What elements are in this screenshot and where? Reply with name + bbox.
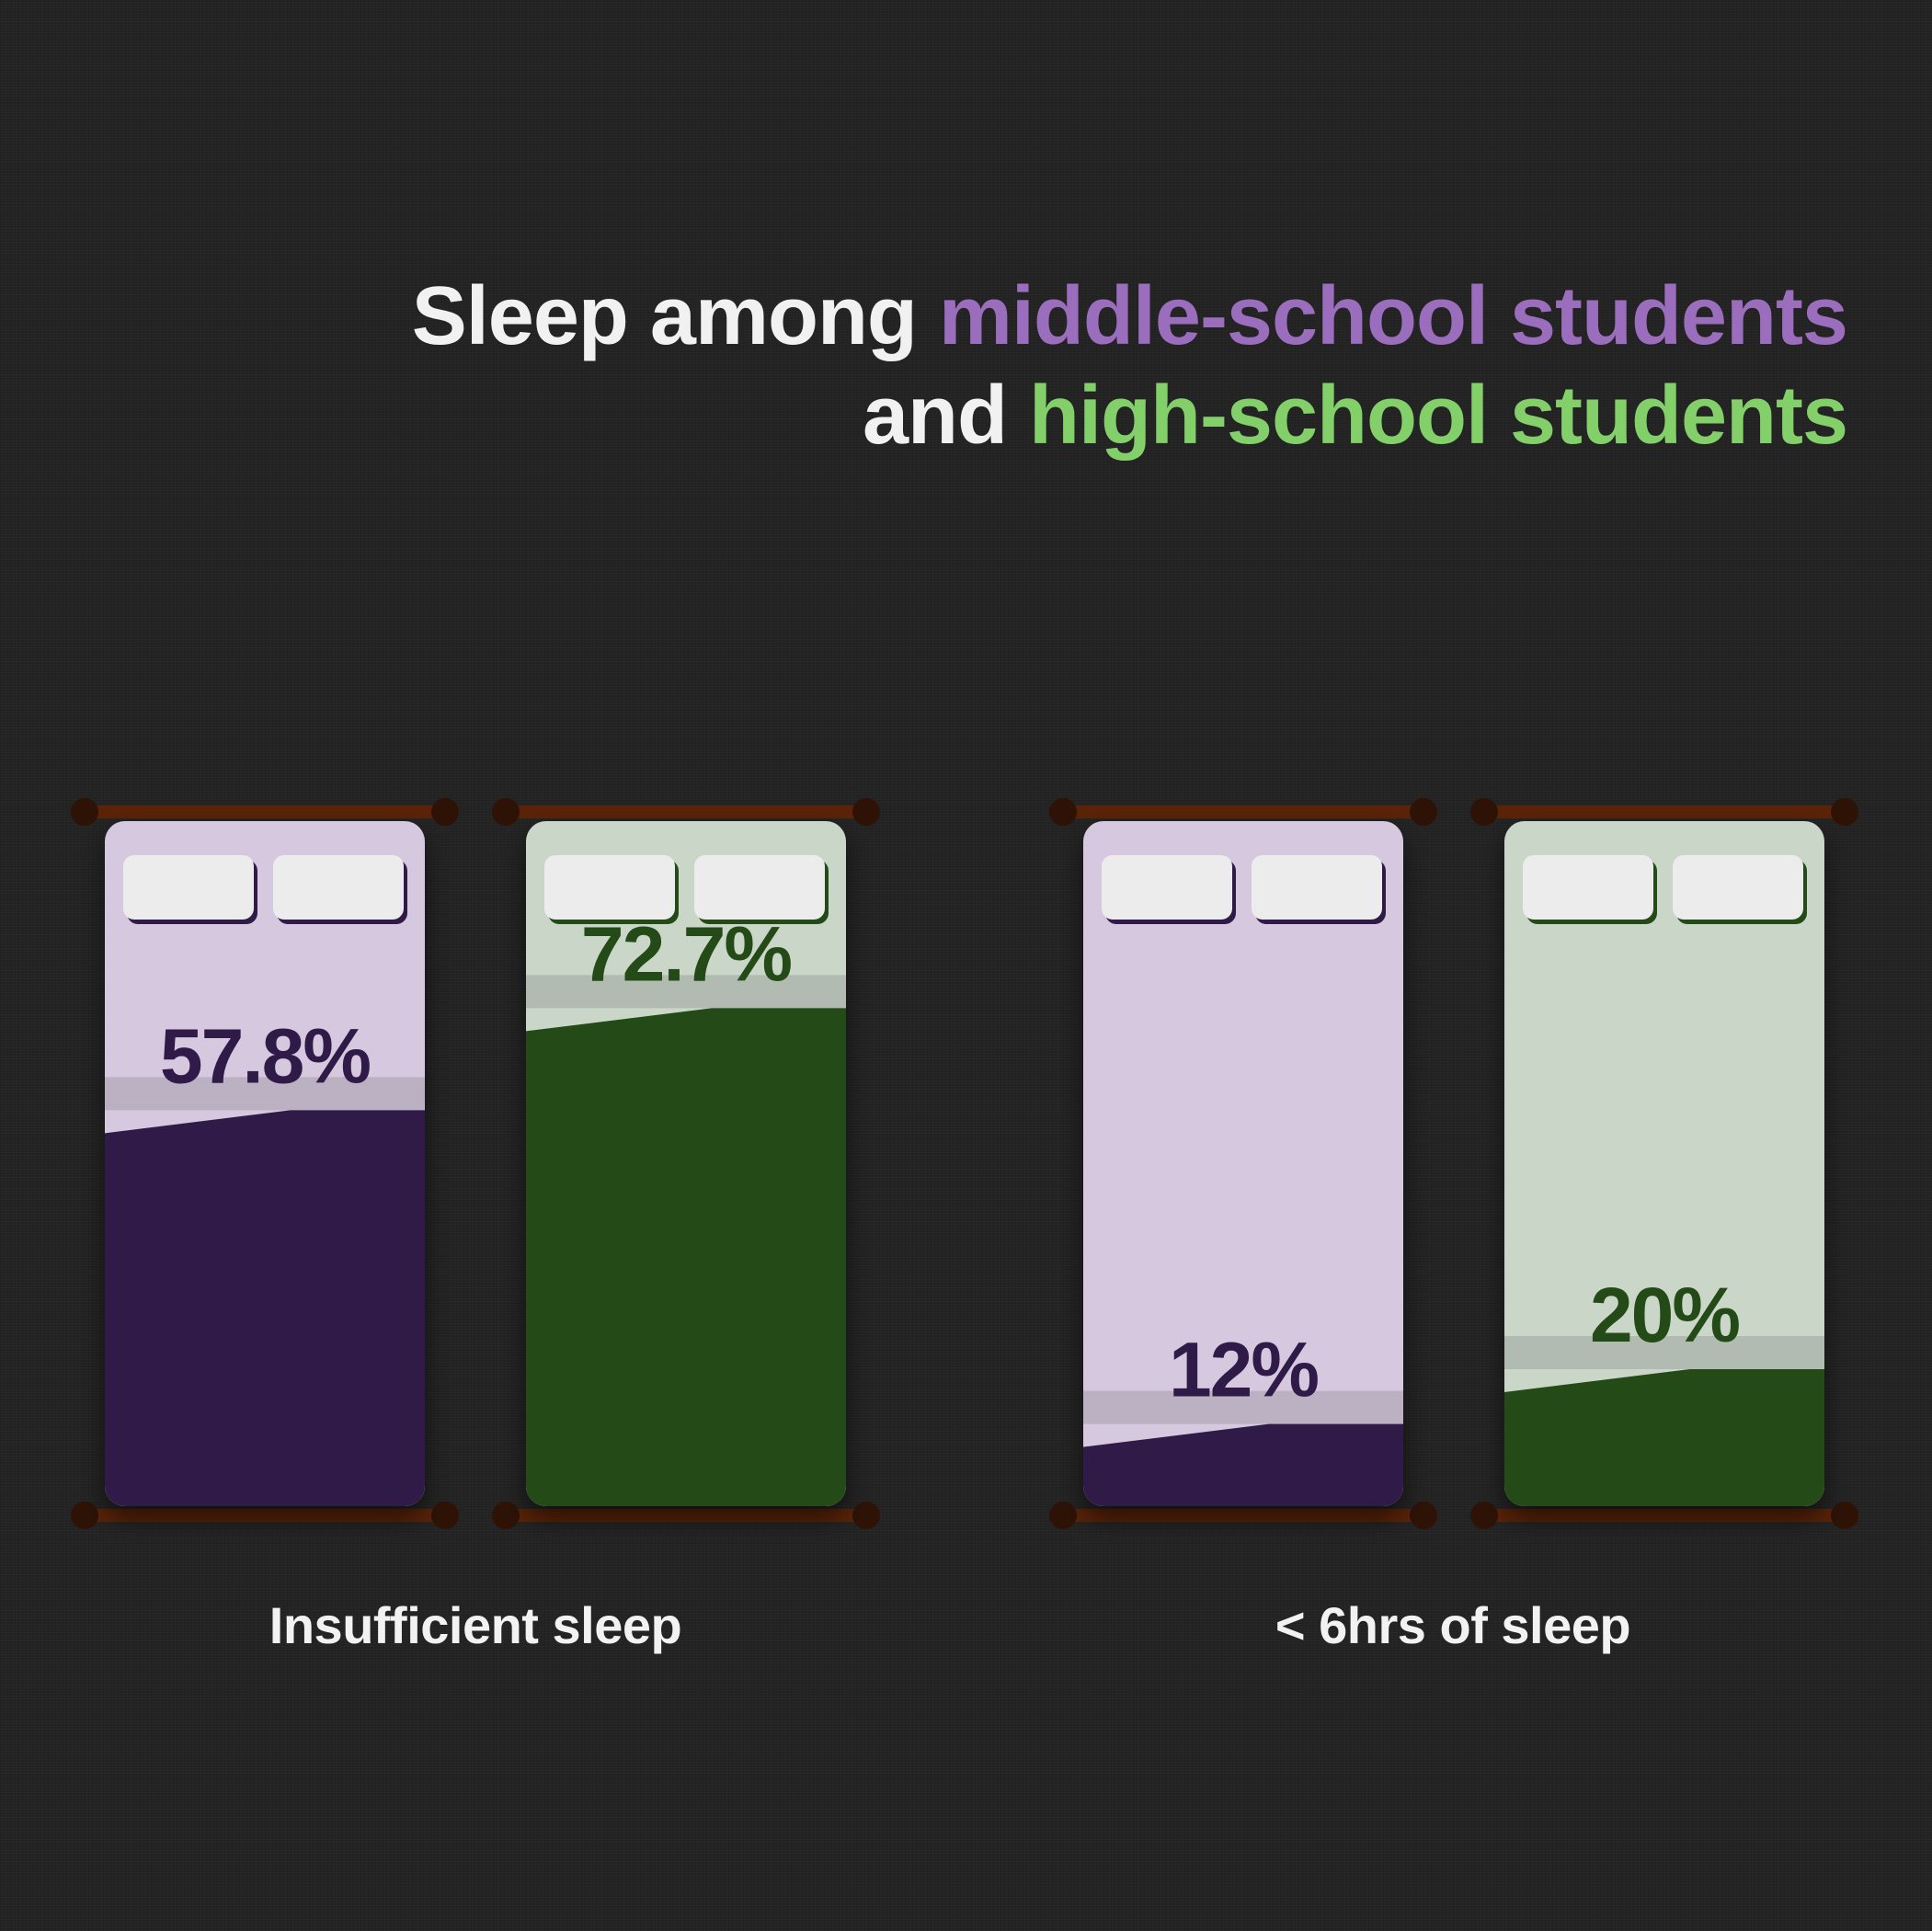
bed-post — [492, 1502, 520, 1529]
pillow — [1523, 855, 1653, 920]
bed-sheet — [1083, 821, 1403, 1506]
blanket-fold — [1504, 1336, 1824, 1369]
pillow — [1102, 855, 1232, 920]
title-line-1: Sleep among middle-school students — [192, 267, 1848, 366]
pillow — [544, 855, 675, 920]
bed-post — [431, 1502, 459, 1529]
bar-0-0 — [105, 1110, 425, 1506]
bed-post — [1470, 798, 1498, 826]
bed-footboard — [506, 1509, 866, 1522]
pillow — [273, 855, 404, 920]
pillow — [694, 855, 825, 920]
bed-fill-group — [1083, 1390, 1403, 1506]
pillow — [1673, 855, 1803, 920]
bed-post — [1831, 798, 1858, 826]
title-text: Sleep among — [411, 270, 939, 362]
bed: 72.7% — [492, 798, 880, 1529]
blanket-fold — [105, 1077, 425, 1111]
blanket-fold — [1083, 1390, 1403, 1424]
bed-headboard — [506, 806, 866, 818]
bed-post — [1049, 798, 1077, 826]
bar-1-1 — [1504, 1369, 1824, 1506]
bed-post — [1049, 1502, 1077, 1529]
bed-sheet — [1504, 821, 1824, 1506]
bed-fill-group — [1504, 1336, 1824, 1506]
category-label-under-6hrs-sleep: < 6hrs of sleep — [1275, 1596, 1631, 1654]
bed-post — [1831, 1502, 1858, 1529]
title-highlight-high-school: high-school students — [1029, 370, 1848, 462]
data-label: 72.7% — [581, 910, 791, 997]
bed-post — [852, 798, 880, 826]
bed-footboard — [85, 1509, 445, 1522]
bed-post — [71, 1502, 98, 1529]
title-line-2: and high-school students — [192, 366, 1848, 465]
bed-fill-group — [526, 975, 846, 1506]
bed-headboard — [85, 806, 445, 818]
title-text: and — [863, 370, 1030, 462]
title-highlight-middle-school: middle-school students — [938, 270, 1848, 362]
bed: 20% — [1470, 798, 1858, 1529]
bed: 12% — [1049, 798, 1437, 1529]
bar-1-0 — [1083, 1423, 1403, 1506]
blanket-fold — [526, 975, 846, 1009]
bed-post — [1410, 1502, 1437, 1529]
data-label: 12% — [1169, 1327, 1318, 1413]
bed-headboard — [1063, 806, 1423, 818]
bed-post — [492, 798, 520, 826]
bed-footboard — [1484, 1509, 1845, 1522]
bed-post — [71, 798, 98, 826]
chart-title: Sleep among middle-school students and h… — [192, 267, 1848, 465]
pillow — [1252, 855, 1382, 920]
bed-post — [852, 1502, 880, 1529]
bed-fill-group — [105, 1077, 425, 1506]
bed-post — [431, 798, 459, 826]
bed-post — [1410, 798, 1437, 826]
bed-headboard — [1484, 806, 1845, 818]
data-label: 20% — [1590, 1272, 1739, 1358]
bed: 57.8% — [71, 798, 459, 1529]
bed-post — [1470, 1502, 1498, 1529]
bar-0-1 — [526, 1008, 846, 1506]
data-label: 57.8% — [160, 1012, 370, 1099]
category-label-insufficient-sleep: Insufficient sleep — [269, 1596, 682, 1654]
bed-footboard — [1063, 1509, 1423, 1522]
pillow — [123, 855, 254, 920]
